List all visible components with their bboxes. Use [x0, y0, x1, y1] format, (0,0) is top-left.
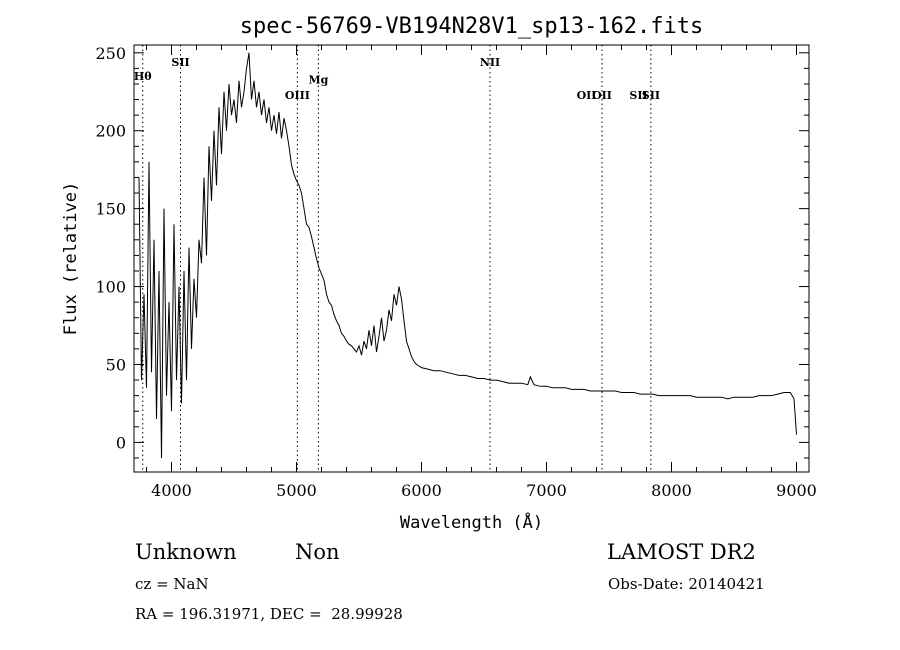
- line-marker-label: OII: [577, 89, 597, 102]
- line-marker-label: SII: [171, 56, 189, 69]
- observation-date: Obs-Date: 20140421: [608, 575, 765, 593]
- x-tick-label: 7000: [526, 481, 567, 500]
- y-tick-label: 100: [95, 278, 126, 297]
- spectral-subclass: Non: [295, 540, 340, 564]
- redshift-readout: cz = NaN: [135, 575, 209, 593]
- line-marker-label: OII: [592, 89, 612, 102]
- y-tick-label: 150: [95, 200, 126, 219]
- x-tick-label: 5000: [276, 481, 317, 500]
- spectrum-line: [138, 52, 797, 459]
- y-tick-label: 250: [95, 44, 126, 63]
- y-tick-label: 200: [95, 122, 126, 141]
- line-marker-label: SII: [629, 89, 647, 102]
- x-tick-label: 8000: [651, 481, 692, 500]
- line-marker-label: Hθ: [134, 70, 152, 83]
- chart-title: spec-56769-VB194N28V1_sp13-162.fits: [240, 14, 704, 39]
- line-marker-label: Mg: [308, 73, 328, 86]
- x-axis-label: Wavelength (Å): [400, 511, 543, 533]
- y-tick-label: 50: [106, 355, 126, 374]
- x-tick-label: 9000: [776, 481, 817, 500]
- line-marker-label: NII: [480, 56, 500, 69]
- spectral-class: Unknown: [135, 540, 237, 564]
- coordinates-readout: RA = 196.31971, DEC = 28.99928: [135, 605, 403, 623]
- line-marker-label: SII: [642, 89, 660, 102]
- y-axis-label: Flux (relative): [61, 182, 81, 336]
- y-tick-label: 0: [116, 433, 126, 452]
- x-tick-label: 4000: [151, 481, 192, 500]
- x-tick-label: 6000: [401, 481, 442, 500]
- line-marker-label: OIII: [285, 89, 310, 102]
- survey-name: LAMOST DR2: [607, 540, 756, 564]
